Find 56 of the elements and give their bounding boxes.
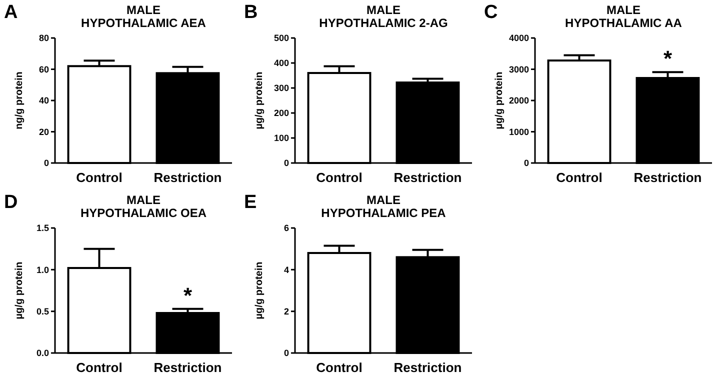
x-tick-label: Restriction — [394, 170, 462, 185]
y-tick-label: 500 — [274, 33, 289, 44]
y-axis-title: µg/g protein — [14, 262, 25, 320]
chart-title: MALE — [126, 3, 160, 17]
x-tick-label: Control — [316, 170, 362, 185]
chart-subtitle: HYPOTHALAMIC 2-AG — [319, 16, 448, 30]
y-axis-title: µg/g protein — [254, 262, 265, 320]
y-tick-label: 80 — [38, 33, 49, 44]
y-tick-label: 1.0 — [36, 264, 49, 275]
chart-title: MALE — [606, 3, 640, 17]
y-tick-label: 2 — [284, 306, 289, 316]
y-tick-label: 1.5 — [36, 223, 49, 234]
chart-title: MALE — [366, 3, 400, 17]
chart-subtitle: HYPOTHALAMIC AA — [565, 16, 682, 30]
text: E — [244, 192, 257, 213]
x-tick-label: Restriction — [154, 360, 222, 375]
x-tick-label: Restriction — [634, 170, 702, 185]
y-tick-label: 1000 — [508, 126, 529, 137]
y-tick-label: 4 — [284, 264, 289, 275]
y-tick-label: 0 — [44, 158, 49, 168]
y-axis-title: µg/g protein — [254, 72, 265, 130]
y-tick-label: 100 — [274, 133, 289, 144]
text: C — [484, 2, 498, 23]
y-tick-label: 0 — [284, 158, 289, 168]
y-tick-label: 0 — [284, 348, 289, 358]
annotation: * — [663, 46, 672, 72]
y-tick-label: 0 — [524, 158, 529, 168]
y-tick-label: 4000 — [508, 33, 529, 44]
text: B — [244, 2, 258, 23]
chart-subtitle: HYPOTHALAMIC AEA — [81, 16, 206, 30]
x-tick-label: Control — [556, 170, 602, 185]
y-tick-label: 60 — [38, 64, 49, 74]
chart-title: MALE — [366, 193, 400, 207]
y-tick-label: 2000 — [508, 96, 529, 106]
text: D — [4, 192, 18, 213]
y-tick-label: 0.0 — [36, 348, 49, 358]
x-tick-label: Control — [76, 360, 122, 375]
x-tick-label: Restriction — [154, 170, 222, 185]
y-axis-title: µg/g protein — [494, 72, 505, 130]
y-tick-label: 400 — [274, 58, 289, 68]
y-tick-label: 6 — [284, 223, 289, 234]
y-tick-label: 300 — [274, 83, 289, 94]
chart-title: MALE — [126, 193, 160, 207]
chart-subtitle: HYPOTHALAMIC PEA — [321, 206, 446, 220]
x-tick-label: Restriction — [394, 360, 462, 375]
chart-subtitle: HYPOTHALAMIC OEA — [80, 206, 207, 220]
y-tick-label: 40 — [38, 96, 49, 106]
y-tick-label: 0.5 — [36, 306, 49, 316]
x-tick-label: Control — [316, 360, 362, 375]
text: A — [4, 2, 18, 23]
y-tick-label: 200 — [274, 108, 289, 118]
y-tick-label: 3000 — [508, 64, 529, 74]
x-tick-label: Control — [76, 170, 122, 185]
y-axis-title: ng/g protein — [14, 72, 25, 130]
annotation: * — [183, 282, 192, 308]
y-tick-label: 20 — [38, 126, 49, 137]
